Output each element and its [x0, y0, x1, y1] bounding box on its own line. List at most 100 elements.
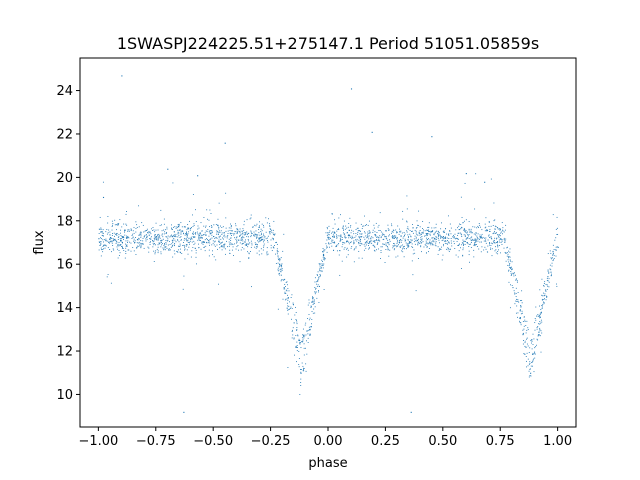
data-point: [302, 339, 304, 341]
data-point: [457, 232, 459, 234]
data-point: [178, 232, 180, 234]
data-point: [366, 242, 368, 244]
data-point: [124, 229, 126, 231]
data-point: [127, 229, 129, 231]
data-point: [153, 237, 155, 239]
data-point: [177, 229, 179, 231]
data-point: [132, 247, 134, 249]
data-point: [255, 247, 257, 249]
data-point: [297, 334, 299, 336]
data-point: [360, 223, 362, 225]
data-point: [172, 244, 173, 246]
data-point: [410, 239, 412, 241]
data-point: [209, 232, 211, 234]
data-point: [476, 235, 478, 237]
data-point: [319, 273, 321, 275]
data-point: [406, 231, 408, 233]
data-point: [373, 249, 375, 251]
data-point: [167, 168, 169, 170]
data-point: [376, 249, 377, 251]
data-point: [138, 234, 140, 236]
data-point: [539, 321, 541, 323]
data-point: [534, 318, 536, 319]
data-point: [427, 233, 429, 235]
data-point: [360, 230, 361, 232]
data-point: [466, 232, 468, 234]
data-point: [368, 220, 370, 222]
data-point: [368, 242, 369, 244]
data-point: [177, 239, 179, 241]
data-point: [303, 368, 305, 369]
data-point: [392, 235, 394, 237]
data-point: [496, 241, 498, 243]
data-point: [484, 181, 486, 183]
data-point: [421, 239, 423, 241]
data-point: [103, 244, 105, 246]
data-point: [299, 394, 301, 395]
data-point: [387, 242, 389, 243]
data-point: [127, 240, 129, 242]
data-point: [326, 247, 328, 249]
data-point: [530, 372, 532, 374]
data-point: [121, 236, 123, 237]
data-point: [389, 234, 391, 236]
data-point: [312, 300, 314, 302]
data-point: [374, 234, 376, 236]
data-point: [197, 225, 199, 227]
data-point: [246, 244, 248, 246]
data-point: [416, 234, 418, 236]
data-point: [220, 235, 222, 237]
data-point: [374, 241, 376, 243]
data-point: [348, 243, 350, 245]
data-point: [195, 252, 197, 254]
data-point: [375, 240, 377, 241]
data-point: [367, 233, 369, 235]
data-point: [218, 237, 220, 239]
data-point: [269, 228, 271, 230]
data-point: [360, 238, 362, 240]
data-point: [407, 239, 409, 241]
data-point: [203, 225, 205, 227]
data-point: [163, 229, 165, 231]
data-point: [285, 286, 287, 287]
data-point: [528, 351, 530, 353]
data-point: [276, 248, 278, 250]
data-point: [470, 237, 472, 239]
data-point: [552, 214, 554, 216]
data-point: [188, 246, 190, 248]
data-point: [419, 234, 421, 236]
data-point: [451, 245, 453, 247]
data-point: [226, 240, 227, 242]
data-point: [225, 248, 226, 250]
data-point: [453, 236, 455, 237]
data-point: [193, 225, 195, 227]
data-point: [219, 225, 221, 227]
data-point: [447, 240, 448, 241]
data-point: [393, 230, 395, 232]
data-point: [440, 237, 442, 239]
data-point: [435, 238, 437, 240]
data-point: [223, 238, 224, 240]
data-point: [408, 241, 410, 243]
data-point: [391, 236, 393, 238]
data-point: [107, 222, 109, 224]
data-point: [243, 220, 245, 222]
data-point: [162, 238, 164, 240]
data-point: [197, 175, 199, 177]
data-point: [418, 210, 420, 212]
data-point: [148, 232, 150, 234]
data-point: [464, 243, 466, 245]
data-point: [403, 256, 405, 258]
data-point: [371, 236, 373, 238]
data-point: [537, 334, 539, 336]
data-point: [184, 258, 186, 260]
data-point: [480, 251, 482, 253]
data-point: [199, 234, 201, 236]
data-point: [154, 231, 156, 233]
data-point: [365, 247, 367, 249]
data-point: [109, 234, 111, 236]
data-point: [557, 246, 559, 248]
data-point: [441, 246, 443, 248]
data-point: [323, 249, 325, 251]
data-point: [435, 245, 437, 247]
